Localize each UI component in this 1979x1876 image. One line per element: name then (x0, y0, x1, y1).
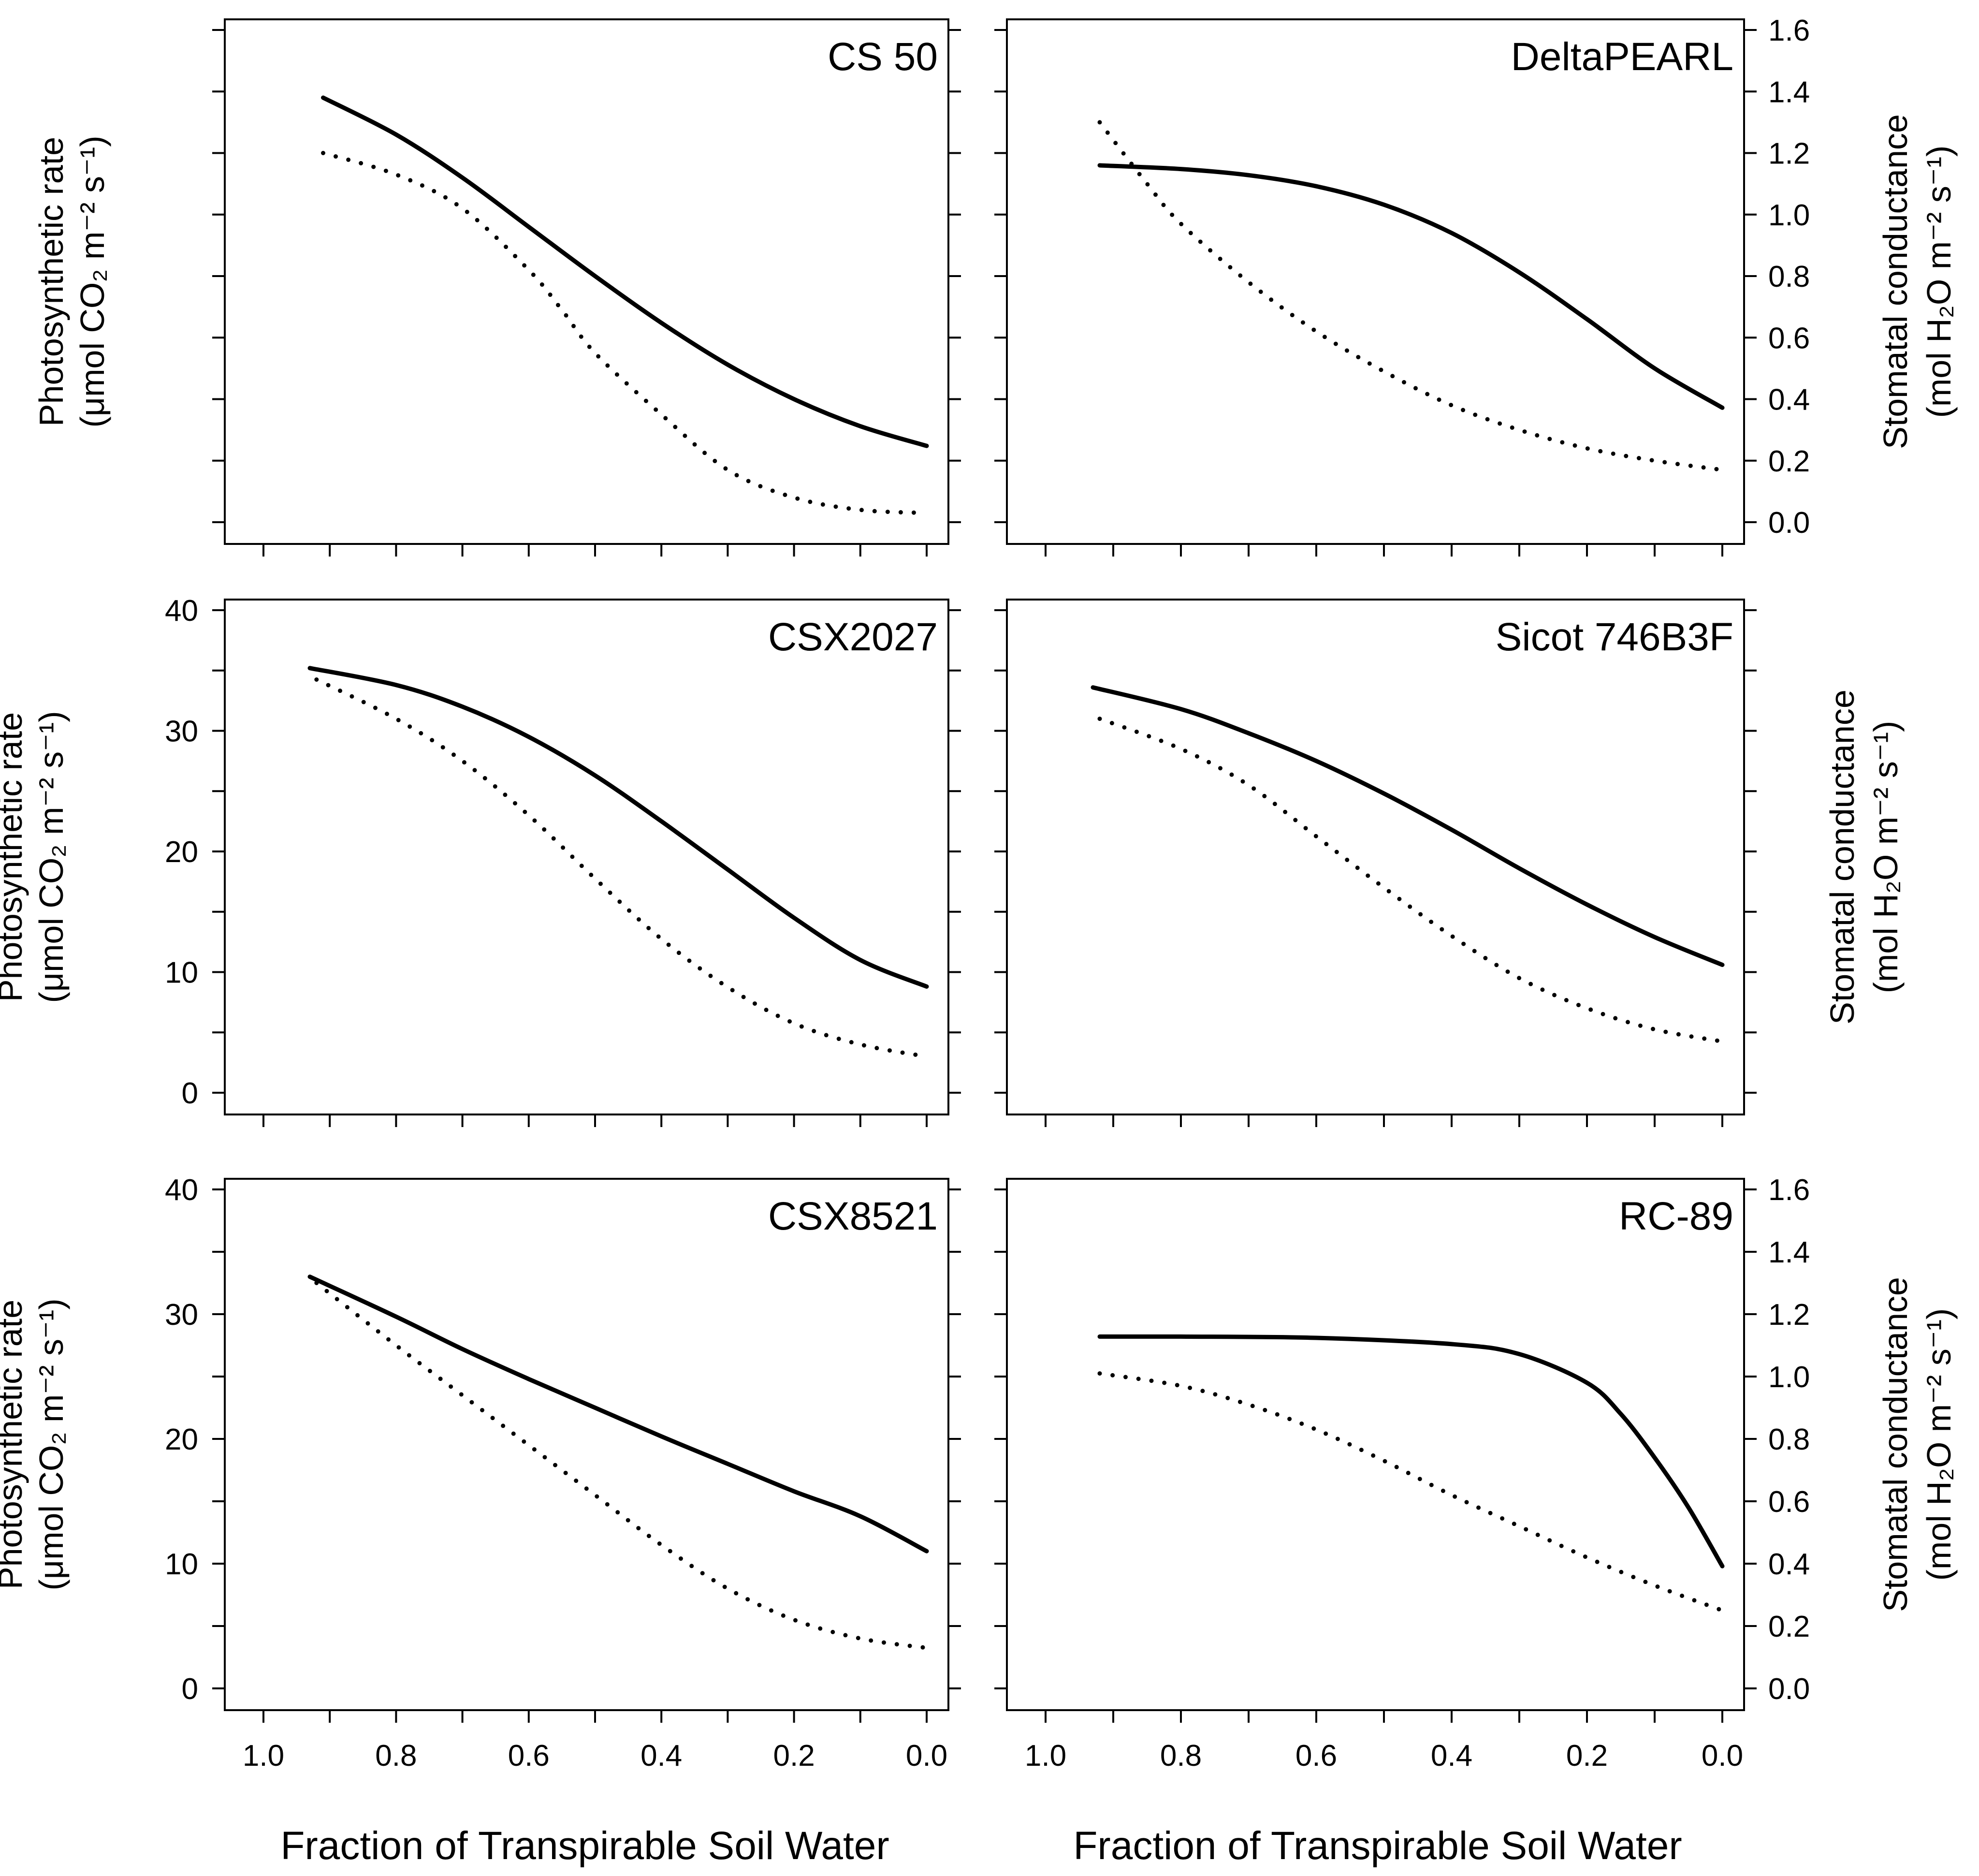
panel-rc-89: 0.0 0.2 0.4 0.6 0.8 1.0 1.2 1.4 1.6 1.0 0.8 0.6 0.4 0… (994, 1173, 1958, 1773)
left-tick-label: 30 (165, 715, 198, 748)
right-tick-label: 0.6 (1768, 1485, 1810, 1519)
photosynthetic-rate-line (307, 1275, 929, 1554)
x-tick-label: 0.4 (640, 1739, 682, 1773)
x-tick-label: 0.2 (773, 1739, 815, 1773)
right-axis-title: (mol H₂O m⁻² s⁻¹) (1920, 1308, 1958, 1581)
right-axis-title: Stomatal conductance (1877, 1277, 1914, 1612)
panel-title: RC-89 (1619, 1194, 1733, 1238)
right-axis-title: (mol H₂O m⁻² s⁻¹) (1920, 146, 1958, 418)
x-tick-label: 0.6 (1295, 1739, 1337, 1773)
x-axis-title-right: Fraction of Transpirable Soil Water (1073, 1824, 1682, 1868)
panel-sicot-746b3f: Sicot 746B3F Stomatal conductance (mol H₂O… (994, 599, 1905, 1127)
left-tick-label: 30 (165, 1298, 198, 1332)
left-axis-title: (μmol CO₂ m⁻² s⁻¹) (32, 711, 70, 1003)
left-tick-label: 10 (165, 1548, 198, 1581)
panel-frame (224, 1178, 949, 1711)
left-tick-label: 40 (165, 594, 198, 628)
stomatal-conductance-line (1097, 1371, 1725, 1613)
stomatal-conductance-line (314, 677, 929, 1059)
left-axis-title: Photosynthetic rate (0, 712, 29, 1002)
x-axis-title-left: Fraction of Transpirable Soil Water (280, 1824, 889, 1868)
panel-title: Sicot 746B3F (1496, 615, 1733, 659)
x-tick-label: 0.2 (1566, 1739, 1608, 1773)
right-tick-label: 0.0 (1768, 1672, 1810, 1706)
left-tick-label: 0 (182, 1672, 198, 1706)
stomatal-conductance-line (1097, 120, 1725, 472)
right-tick-label: 0.8 (1768, 1423, 1810, 1456)
photosynthetic-rate-line (307, 666, 929, 989)
left-axis-title: (μmol CO₂ m⁻² s⁻¹) (32, 1298, 70, 1590)
left-axis-title: Photosynthetic rate (0, 1300, 29, 1589)
panel-title: DeltaPEARL (1511, 35, 1733, 79)
right-axis-title: Stomatal conductance (1823, 689, 1861, 1025)
left-tick-label: 20 (165, 1423, 198, 1456)
panel-deltapearl: 0.0 0.2 0.4 0.6 0.8 1.0 1.2 1.4 1.6 DeltaPEARL Sto… (994, 14, 1958, 557)
left-axis-title: Photosynthetic rate (32, 137, 70, 426)
panel-frame (1006, 1178, 1745, 1711)
right-tick-label: 1.2 (1768, 137, 1810, 171)
x-tick-label: 1.0 (243, 1739, 284, 1773)
x-tick-label: 1.0 (1025, 1739, 1066, 1773)
right-axis-title: Stomatal conductance (1877, 114, 1914, 449)
right-tick-label: 1.0 (1768, 199, 1810, 232)
photosynthetic-rate-line (1097, 1334, 1725, 1568)
left-tick-label: 20 (165, 835, 198, 869)
stomatal-conductance-line (321, 151, 929, 515)
right-tick-label: 0.2 (1768, 445, 1810, 478)
right-tick-label: 1.0 (1768, 1361, 1810, 1394)
x-tick-label: 0.6 (508, 1739, 550, 1773)
right-tick-label: 1.4 (1768, 1236, 1810, 1269)
right-tick-label: 1.6 (1768, 14, 1810, 47)
x-tick-label: 0.4 (1431, 1739, 1472, 1773)
panel-frame (1006, 599, 1745, 1115)
x-tick-label: 0.8 (375, 1739, 417, 1773)
panel-csx2027: 0 10 20 30 40 CSX2027 Photosynthetic rate (μmol… (0, 594, 961, 1127)
panel-cs-50: CS 50 Photosynthetic rate (μmol CO₂ m⁻² s⁻… (32, 18, 961, 557)
photosynthetic-rate-line (1091, 685, 1725, 967)
x-tick-label: 0.0 (1702, 1739, 1743, 1773)
right-tick-label: 0.6 (1768, 322, 1810, 355)
right-tick-label: 0.4 (1768, 1548, 1810, 1581)
panel-frame (1006, 18, 1745, 545)
right-axis-title: (mol H₂O m⁻² s⁻¹) (1867, 721, 1905, 994)
x-tick-label: 0.8 (1160, 1739, 1202, 1773)
panel-frame (224, 599, 949, 1115)
right-tick-label: 1.4 (1768, 75, 1810, 109)
right-tick-label: 1.2 (1768, 1298, 1810, 1332)
right-tick-label: 0.0 (1768, 506, 1810, 540)
photosynthetic-rate-line (1097, 163, 1725, 410)
right-tick-label: 0.8 (1768, 260, 1810, 293)
panel-title: CSX8521 (768, 1194, 938, 1238)
right-tick-label: 1.6 (1768, 1173, 1810, 1207)
right-tick-label: 0.2 (1768, 1610, 1810, 1643)
right-tick-label: 0.4 (1768, 383, 1810, 417)
panel-csx8521: 0 10 20 30 40 1.0 0.8 0.6 0.4 0.2 0.0 CSX8521 Photos… (0, 1173, 961, 1773)
panel-title: CSX2027 (768, 615, 938, 659)
left-tick-label: 0 (182, 1077, 198, 1110)
left-tick-label: 40 (165, 1173, 198, 1207)
photosynthetic-rate-line (321, 95, 929, 448)
left-axis-title: (μmol CO₂ m⁻² s⁻¹) (73, 135, 111, 427)
panel-title: CS 50 (828, 35, 938, 79)
left-tick-label: 10 (165, 956, 198, 990)
x-tick-label: 0.0 (906, 1739, 947, 1773)
panel-frame (224, 18, 949, 545)
